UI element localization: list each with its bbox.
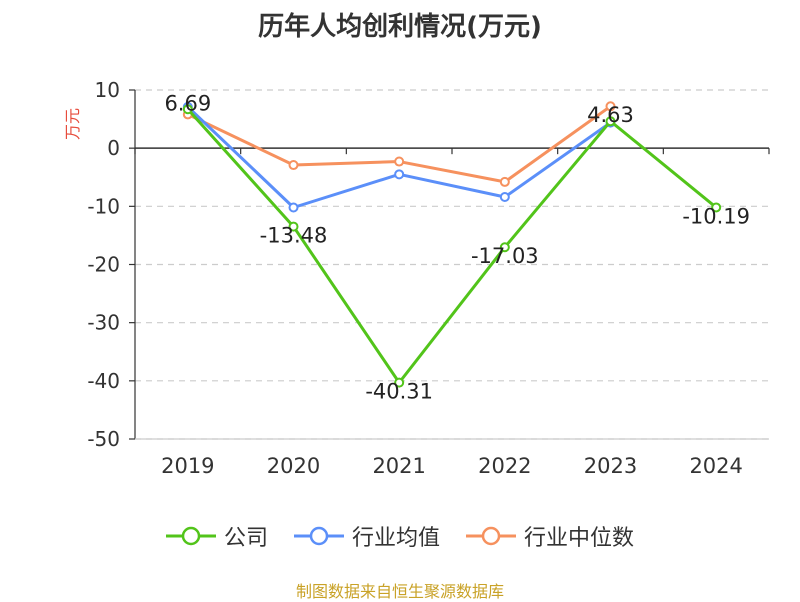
data-point-0 — [394, 377, 405, 388]
data-label: -10.19 — [682, 204, 750, 228]
x-tick-label: 2021 — [372, 454, 425, 478]
legend-label-company: 公司 — [223, 526, 268, 551]
y-tick-label: -30 — [87, 311, 120, 335]
legend-swatch-industry-average — [293, 526, 344, 546]
y-tick-label: -20 — [87, 253, 120, 277]
data-point-0 — [499, 242, 510, 253]
data-point-0 — [711, 202, 722, 213]
y-tick-label: -50 — [87, 427, 120, 451]
data-point-2 — [288, 160, 299, 171]
legend-item-company[interactable]: 公司 — [165, 520, 268, 552]
data-label: 4.63 — [587, 103, 634, 127]
x-tick-label: 2023 — [584, 454, 637, 478]
data-point-0 — [605, 116, 616, 127]
data-point-2 — [394, 156, 405, 167]
series-line-0 — [186, 108, 718, 385]
data-point-1 — [499, 192, 510, 203]
data-label: -17.03 — [471, 244, 539, 268]
chart-title: 历年人均创利情况(万元) — [258, 12, 542, 42]
x-tick-label: 2022 — [478, 454, 531, 478]
line-chart: 10 0 -10 -20 -30 -40 -50 2019 2020 2021 2022 2023 20… — [63, 78, 770, 478]
data-label: 6.69 — [164, 91, 211, 115]
data-point-0 — [182, 104, 193, 115]
data-point-1 — [394, 169, 405, 180]
data-point-1 — [288, 202, 299, 213]
y-tick-label: -10 — [87, 194, 120, 218]
data-source-note: 制图数据来自恒生聚源数据库 — [295, 582, 504, 601]
data-point-2 — [605, 101, 616, 112]
legend-swatch-industry-median — [466, 526, 516, 546]
y-axis-label: 万元 — [63, 108, 82, 140]
legend-swatch-company — [165, 526, 216, 546]
y-tick-label: 10 — [95, 78, 120, 102]
x-tick-label: 2020 — [267, 454, 320, 478]
x-tick-label: 2019 — [161, 454, 214, 478]
data-point-2 — [499, 176, 510, 187]
legend-label-industry-median: 行业中位数 — [524, 526, 635, 551]
y-tick-label: 0 — [107, 136, 120, 160]
data-label: -40.31 — [365, 380, 433, 404]
legend-item-industry-average[interactable]: 行业均值 — [293, 520, 440, 552]
legend: 公司 行业均值 行业中位数 — [0, 520, 800, 552]
x-tick-label: 2024 — [689, 454, 742, 478]
y-tick-label: -40 — [87, 369, 120, 393]
data-point-0 — [288, 221, 299, 232]
legend-label-industry-average: 行业均值 — [351, 526, 440, 551]
legend-item-industry-median[interactable]: 行业中位数 — [466, 520, 634, 552]
data-label: -13.48 — [260, 224, 328, 248]
